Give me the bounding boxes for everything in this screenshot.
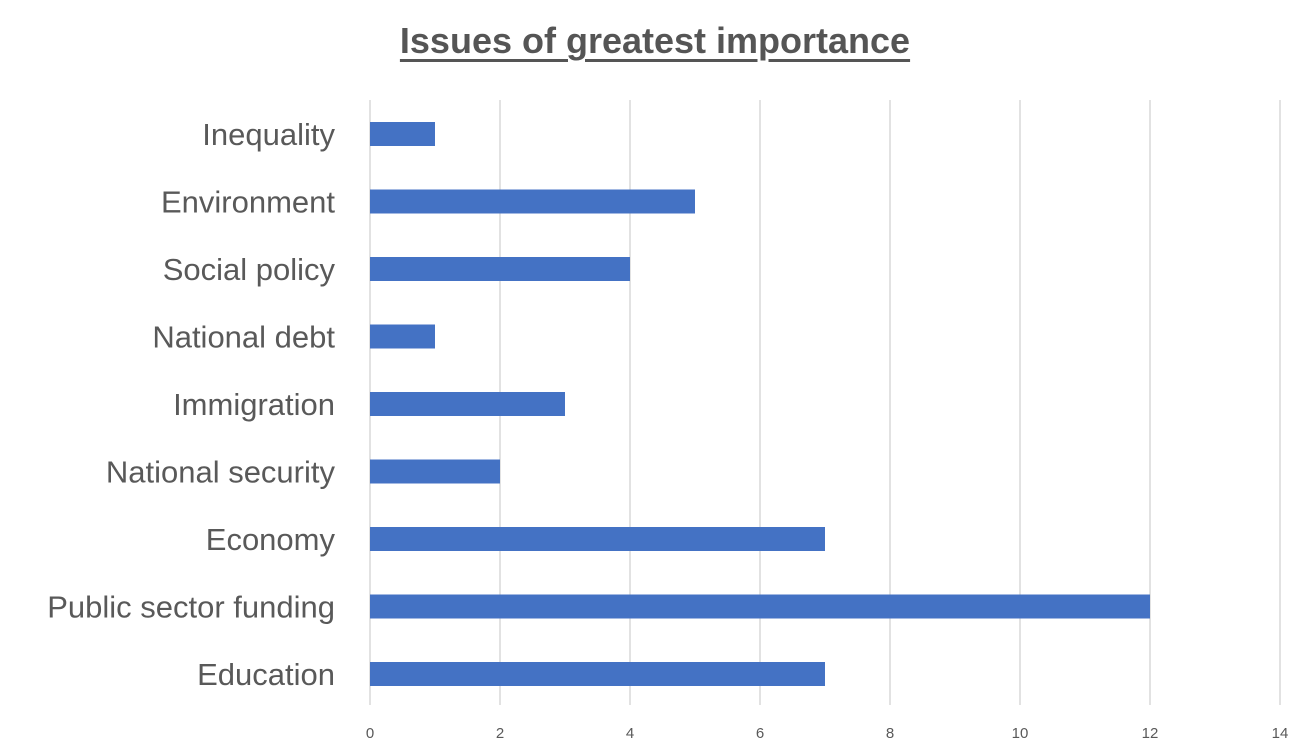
x-tick-label: 10 — [1012, 725, 1029, 742]
category-label: Economy — [206, 522, 336, 557]
bar — [370, 662, 825, 686]
x-tick-label: 12 — [1142, 725, 1159, 742]
bar — [370, 594, 1150, 619]
x-axis-tick-labels: 0 2 4 6 8 10 12 14 — [366, 725, 1289, 742]
bar — [370, 527, 825, 551]
category-label: National debt — [152, 320, 335, 355]
category-label: Environment — [161, 185, 335, 220]
bar — [370, 459, 500, 484]
category-label: Social policy — [163, 252, 336, 287]
x-tick-label: 6 — [756, 725, 764, 742]
category-label: National security — [106, 455, 336, 490]
bar — [370, 189, 695, 214]
category-label: Inequality — [202, 117, 335, 152]
bar — [370, 392, 565, 416]
bar — [370, 257, 630, 281]
bars — [370, 122, 1150, 686]
chart-title: Issues of greatest importance — [399, 20, 911, 61]
x-tick-label: 0 — [366, 725, 374, 742]
category-label: Education — [197, 657, 335, 692]
category-label: Public sector funding — [47, 590, 335, 625]
x-tick-label: 2 — [496, 725, 504, 742]
category-labels: Inequality Environment Social policy Nation… — [47, 117, 335, 692]
bar — [370, 122, 435, 146]
bar — [370, 324, 435, 349]
category-label: Immigration — [173, 387, 335, 422]
x-tick-label: 4 — [626, 725, 634, 742]
x-tick-label: 14 — [1272, 725, 1289, 742]
x-tick-label: 8 — [886, 725, 894, 742]
